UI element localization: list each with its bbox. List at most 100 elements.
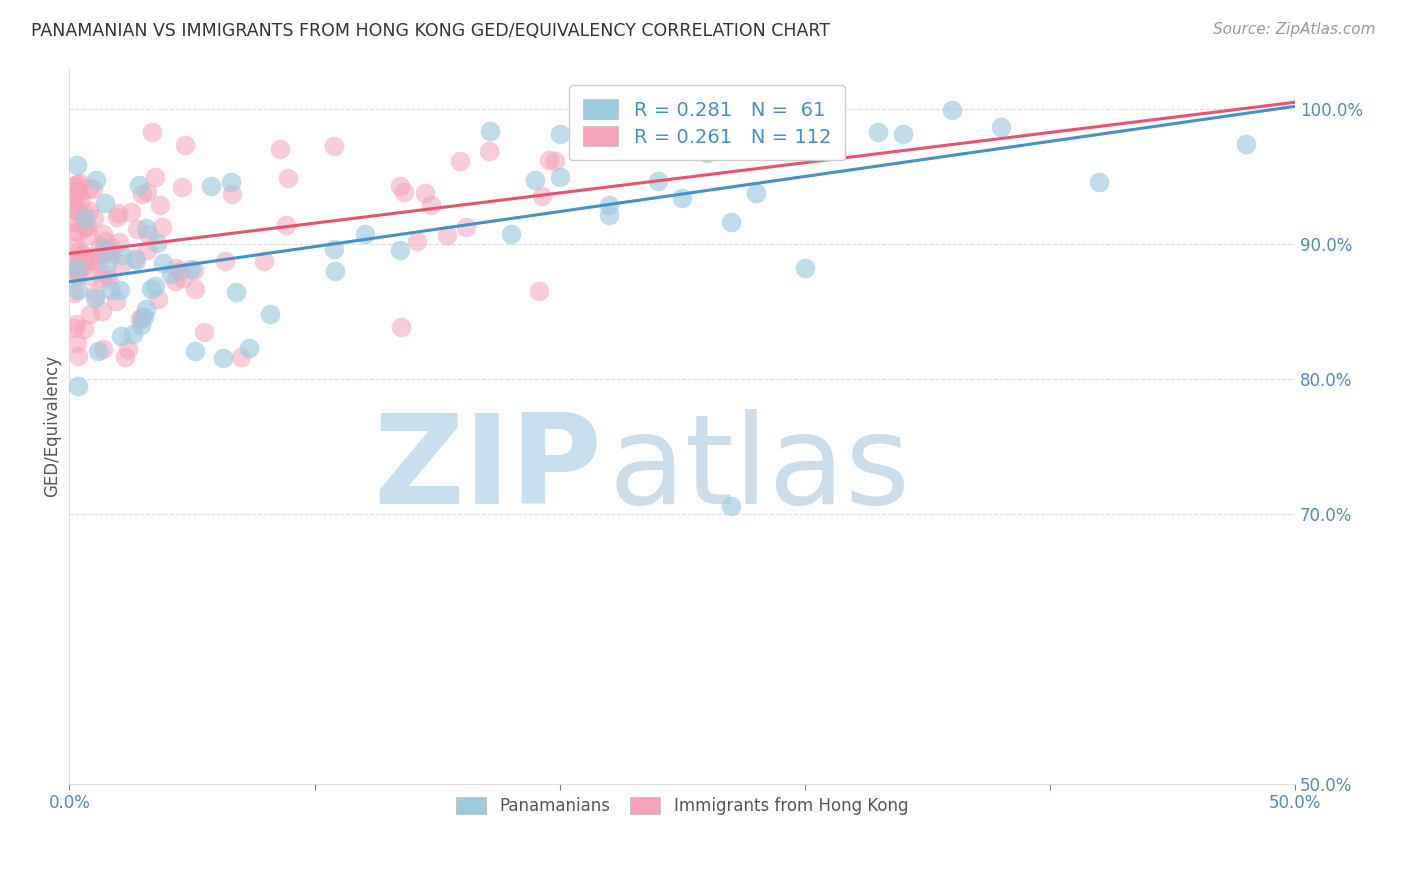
Point <box>169 264 191 278</box>
Point <box>538 153 561 167</box>
Point <box>65 317 87 331</box>
Point <box>598 198 620 212</box>
Point <box>128 178 150 192</box>
Point <box>868 125 890 139</box>
Point <box>1234 136 1257 151</box>
Point <box>454 220 477 235</box>
Point <box>63 285 86 300</box>
Point <box>66 283 89 297</box>
Point <box>548 128 571 142</box>
Point <box>200 179 222 194</box>
Point <box>93 241 115 255</box>
Point <box>478 144 501 158</box>
Point <box>941 103 963 117</box>
Point <box>323 263 346 277</box>
Point <box>135 220 157 235</box>
Point <box>531 189 554 203</box>
Point <box>75 211 97 226</box>
Point <box>67 244 90 259</box>
Point <box>110 328 132 343</box>
Point <box>105 211 128 225</box>
Point <box>392 185 415 199</box>
Point <box>173 138 195 153</box>
Point <box>73 206 96 220</box>
Point <box>90 270 112 285</box>
Point <box>66 158 89 172</box>
Point <box>67 186 90 201</box>
Point <box>89 239 111 253</box>
Point <box>63 214 86 228</box>
Point <box>72 259 94 273</box>
Point <box>253 254 276 268</box>
Point <box>165 274 187 288</box>
Point <box>86 255 108 269</box>
Point <box>63 194 86 208</box>
Point <box>277 170 299 185</box>
Point <box>238 342 260 356</box>
Point <box>184 344 207 359</box>
Point <box>91 343 114 357</box>
Point <box>544 153 567 168</box>
Point <box>696 105 718 120</box>
Point <box>66 184 89 198</box>
Point <box>135 302 157 317</box>
Point <box>745 186 768 201</box>
Point <box>353 227 375 242</box>
Point <box>141 282 163 296</box>
Point <box>63 202 86 216</box>
Point <box>65 252 87 267</box>
Point <box>269 142 291 156</box>
Point <box>98 243 121 257</box>
Point <box>125 253 148 268</box>
Point <box>125 222 148 236</box>
Point <box>891 128 914 142</box>
Point <box>647 173 669 187</box>
Point <box>143 169 166 184</box>
Point <box>111 257 134 271</box>
Point <box>93 245 115 260</box>
Point <box>990 120 1012 134</box>
Point <box>66 225 89 239</box>
Point <box>70 255 93 269</box>
Point <box>231 350 253 364</box>
Point <box>793 260 815 275</box>
Point <box>63 191 86 205</box>
Y-axis label: GED/Equivalency: GED/Equivalency <box>44 355 60 497</box>
Point <box>63 255 86 269</box>
Point <box>107 235 129 249</box>
Point <box>720 214 742 228</box>
Point <box>66 336 89 351</box>
Point <box>146 236 169 251</box>
Point <box>141 125 163 139</box>
Point <box>122 327 145 342</box>
Point <box>225 285 247 299</box>
Point <box>79 252 101 267</box>
Point <box>94 195 117 210</box>
Point <box>84 173 107 187</box>
Point <box>104 294 127 309</box>
Point <box>91 227 114 241</box>
Point <box>117 342 139 356</box>
Point <box>63 203 86 218</box>
Point <box>389 320 412 334</box>
Point <box>65 261 87 276</box>
Point <box>214 254 236 268</box>
Point <box>73 322 96 336</box>
Point <box>499 227 522 241</box>
Point <box>87 344 110 359</box>
Point <box>131 186 153 201</box>
Point <box>100 246 122 260</box>
Point <box>63 321 86 335</box>
Point <box>165 261 187 276</box>
Point <box>69 209 91 223</box>
Point <box>129 318 152 333</box>
Point <box>66 260 89 275</box>
Point <box>274 218 297 232</box>
Point <box>97 272 120 286</box>
Point <box>136 243 159 257</box>
Point <box>793 103 815 117</box>
Point <box>63 265 86 279</box>
Text: Source: ZipAtlas.com: Source: ZipAtlas.com <box>1212 22 1375 37</box>
Point <box>73 221 96 235</box>
Point <box>149 198 172 212</box>
